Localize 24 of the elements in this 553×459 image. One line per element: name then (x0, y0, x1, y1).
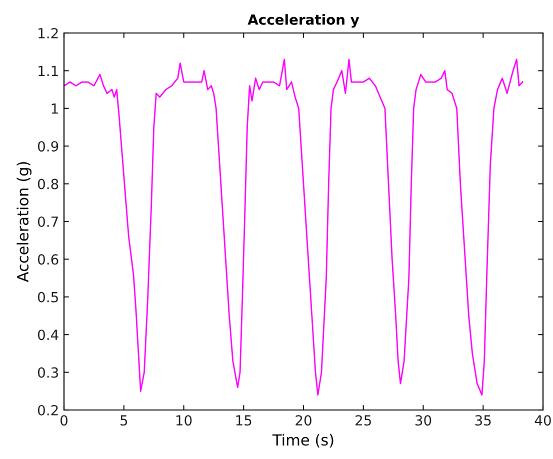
x-tick-label: 5 (120, 415, 128, 426)
x-tick-label: 35 (475, 415, 491, 426)
y-tick-label: 1 (52, 104, 58, 114)
x-tick-label: 10 (176, 415, 192, 426)
y-tick-label: 1.2 (38, 28, 58, 38)
y-tick-label: 0.8 (38, 178, 58, 190)
y-tick-label: 0.4 (38, 330, 58, 340)
y-tick-label: 0.9 (38, 141, 58, 152)
y-tick-label: 0.5 (38, 292, 58, 302)
y-axis-title: Acceleration (g) (16, 162, 32, 282)
x-tick-label: 20 (296, 415, 312, 426)
y-tick-label: 1.1 (38, 66, 58, 76)
x-tick-label: 15 (236, 415, 252, 426)
x-tick-label: 40 (534, 415, 551, 426)
x-tick-label: 25 (356, 415, 371, 426)
y-tick-label: 0.6 (38, 254, 58, 265)
chart-title: Acceleration y (248, 14, 360, 28)
line-series (64, 58, 524, 396)
y-tick-label: 0.2 (38, 404, 58, 416)
y-tick-label: 0.3 (38, 367, 58, 378)
x-tick-label: 0 (60, 415, 68, 426)
y-tick-label: 0.7 (38, 216, 58, 227)
x-tick-label: 30 (415, 415, 432, 426)
x-axis-title: Time (s) (272, 434, 334, 448)
